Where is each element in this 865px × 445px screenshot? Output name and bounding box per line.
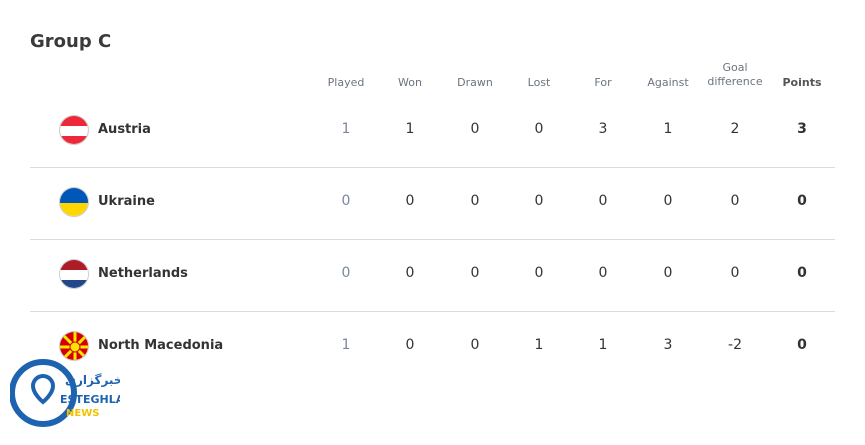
team-name[interactable]: Austria [98, 122, 151, 137]
header-gd-line1: Goal [722, 61, 748, 74]
cell-won: 1 [405, 121, 415, 137]
cell-against: 0 [663, 193, 673, 209]
cell-against: 0 [663, 265, 673, 281]
header-played: Played [327, 76, 365, 89]
team-name[interactable]: Ukraine [98, 194, 155, 209]
cell-won: 0 [405, 193, 415, 209]
netherlands-flag-icon [59, 259, 89, 289]
table-row[interactable]: North Macedonia 1 0 0 1 1 3 -2 0 [30, 311, 835, 383]
cell-gd: -2 [728, 337, 742, 353]
cell-gd: 2 [730, 121, 740, 137]
cell-against: 3 [663, 337, 673, 353]
svg-text:NEWS: NEWS [66, 408, 99, 419]
team-name[interactable]: Netherlands [98, 266, 188, 281]
cell-won: 0 [405, 265, 415, 281]
cell-points: 3 [797, 121, 807, 137]
header-lost: Lost [527, 76, 551, 89]
north-macedonia-flag-icon [59, 331, 89, 361]
cell-lost: 1 [534, 337, 544, 353]
cell-played: 1 [341, 337, 351, 353]
header-gd-line2: difference [707, 75, 763, 88]
header-goal-difference: Goal difference [700, 60, 770, 90]
cell-points: 0 [797, 265, 807, 281]
austria-flag-icon [59, 115, 89, 145]
group-title: Group C [30, 31, 112, 52]
table-row[interactable]: Netherlands 0 0 0 0 0 0 0 0 [30, 239, 835, 312]
cell-drawn: 0 [470, 265, 480, 281]
cell-for: 0 [598, 265, 608, 281]
header-for: For [594, 76, 612, 89]
table-row[interactable]: Ukraine 0 0 0 0 0 0 0 0 [30, 167, 835, 240]
cell-for: 3 [598, 121, 608, 137]
header-against: Against [647, 76, 689, 89]
header-points: Points [782, 76, 822, 89]
cell-against: 1 [663, 121, 673, 137]
cell-for: 1 [598, 337, 608, 353]
cell-drawn: 0 [470, 193, 480, 209]
cell-lost: 0 [534, 121, 544, 137]
svg-text:خبرگزاری: خبرگزاری [65, 373, 120, 387]
cell-played: 0 [341, 265, 351, 281]
cell-lost: 0 [534, 193, 544, 209]
table-row[interactable]: Austria 1 1 0 0 3 1 2 3 [30, 95, 835, 168]
cell-drawn: 0 [470, 121, 480, 137]
svg-text:ESTEGHLAL: ESTEGHLAL [60, 393, 120, 406]
cell-points: 0 [797, 337, 807, 353]
esteghlal-news-logo: خبرگزاری ESTEGHLAL NEWS [10, 359, 120, 427]
header-won: Won [398, 76, 422, 89]
cell-drawn: 0 [470, 337, 480, 353]
team-name[interactable]: North Macedonia [98, 338, 224, 353]
cell-points: 0 [797, 193, 807, 209]
cell-won: 0 [405, 337, 415, 353]
cell-played: 1 [341, 121, 351, 137]
cell-gd: 0 [730, 265, 740, 281]
cell-played: 0 [341, 193, 351, 209]
cell-for: 0 [598, 193, 608, 209]
cell-lost: 0 [534, 265, 544, 281]
header-drawn: Drawn [457, 76, 493, 89]
cell-gd: 0 [730, 193, 740, 209]
ukraine-flag-icon [59, 187, 89, 217]
